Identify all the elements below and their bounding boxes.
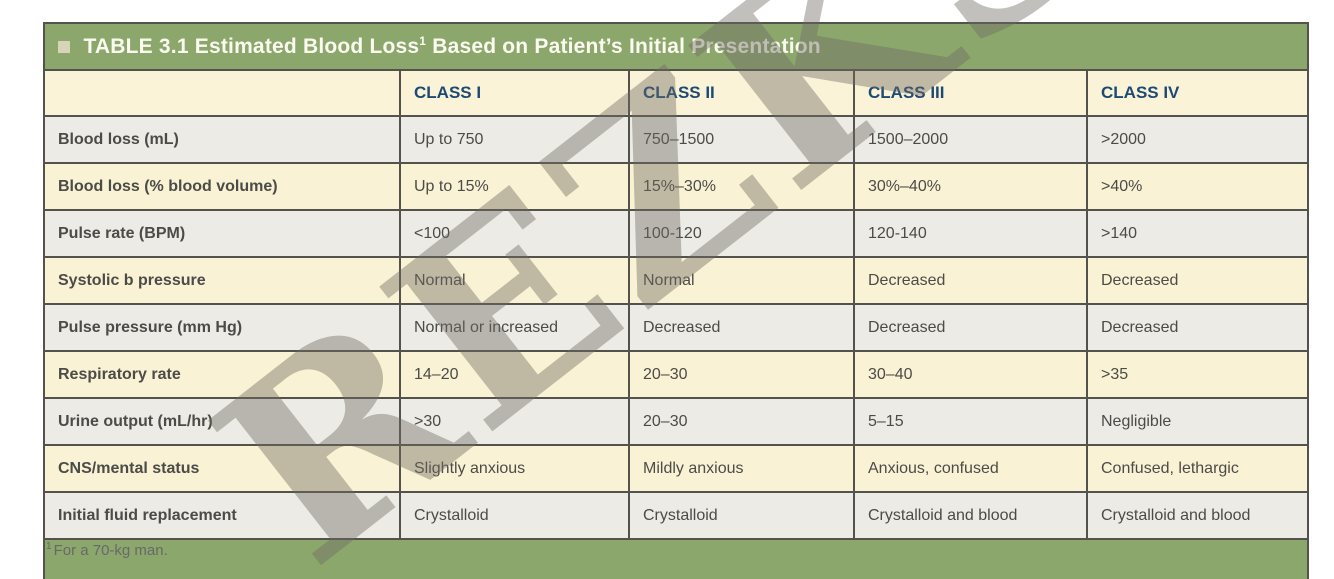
value-cell: Crystalloid and blood	[1085, 491, 1310, 540]
table-row: Blood loss (mL) Up to 750 750–1500 1500–…	[43, 115, 1310, 164]
header-cell-class-ii: CLASS II	[628, 69, 855, 117]
value-cell: 30%–40%	[853, 162, 1088, 211]
row-label-cell: Systolic b pressure	[43, 256, 401, 305]
value-cell: Crystalloid	[628, 491, 855, 540]
row-label-cell: Pulse rate (BPM)	[43, 209, 401, 258]
table-row: Blood loss (% blood volume) Up to 15% 15…	[43, 162, 1310, 211]
title-post: Based on Patient’s Initial Presentation	[432, 35, 821, 58]
value-cell: Mildly anxious	[628, 444, 855, 493]
table-row: Systolic b pressure Normal Normal Decrea…	[43, 256, 1310, 305]
table-row: Pulse pressure (mm Hg) Normal or increas…	[43, 303, 1310, 352]
value-cell: Up to 15%	[399, 162, 630, 211]
value-cell: 100-120	[628, 209, 855, 258]
value-cell: Decreased	[628, 303, 855, 352]
row-label-cell: Blood loss (mL)	[43, 115, 401, 164]
header-cell-empty	[43, 69, 401, 117]
row-label-cell: Pulse pressure (mm Hg)	[43, 303, 401, 352]
value-cell: Confused, lethargic	[1085, 444, 1310, 493]
table-row: Pulse rate (BPM) <100 100-120 120-140 >1…	[43, 209, 1310, 258]
value-cell: Decreased	[853, 303, 1088, 352]
value-cell: Up to 750	[399, 115, 630, 164]
title-pre: TABLE 3.1 Estimated Blood Loss	[83, 35, 420, 58]
footnote-text: For a 70-kg man.	[53, 542, 168, 559]
value-cell: Decreased	[1085, 303, 1310, 352]
value-cell: <100	[399, 209, 630, 258]
value-cell: Decreased	[853, 256, 1088, 305]
title-superscript: 1	[419, 34, 427, 48]
value-cell: Decreased	[1085, 256, 1310, 305]
value-cell: 14–20	[399, 350, 630, 399]
value-cell: Anxious, confused	[853, 444, 1088, 493]
value-cell: 20–30	[628, 350, 855, 399]
row-label-cell: CNS/mental status	[43, 444, 401, 493]
value-cell: Normal	[399, 256, 630, 305]
value-cell: 30–40	[853, 350, 1088, 399]
table-row: Initial fluid replacement Crystalloid Cr…	[43, 491, 1310, 540]
value-cell: Negligible	[1085, 397, 1310, 446]
header-cell-class-iv: CLASS IV	[1085, 69, 1310, 117]
table-title-bar: TABLE 3.1 Estimated Blood Loss1 Based on…	[42, 22, 1310, 71]
footnote-superscript: 1	[46, 541, 52, 552]
value-cell: >140	[1085, 209, 1310, 258]
value-cell: 20–30	[628, 397, 855, 446]
value-cell: Crystalloid and blood	[853, 491, 1088, 540]
blood-loss-table: TABLE 3.1 Estimated Blood Loss1 Based on…	[42, 22, 1310, 579]
value-cell: Slightly anxious	[399, 444, 630, 493]
value-cell: >30	[399, 397, 630, 446]
table-row: CNS/mental status Slightly anxious Mildl…	[43, 444, 1310, 493]
value-cell: Normal or increased	[399, 303, 630, 352]
title-bullet-square-icon	[58, 41, 70, 53]
row-label-cell: Blood loss (% blood volume)	[43, 162, 401, 211]
row-label-cell: Initial fluid replacement	[43, 491, 401, 540]
value-cell: >35	[1085, 350, 1310, 399]
row-label-cell: Urine output (mL/hr)	[43, 397, 401, 446]
value-cell: 1500–2000	[853, 115, 1088, 164]
table-bottom-bar	[42, 538, 1310, 579]
value-cell: >2000	[1085, 115, 1310, 164]
header-cell-class-i: CLASS I	[399, 69, 630, 117]
table-row: Respiratory rate 14–20 20–30 30–40 >35	[43, 350, 1310, 399]
value-cell: Normal	[628, 256, 855, 305]
value-cell: 5–15	[853, 397, 1088, 446]
value-cell: 750–1500	[628, 115, 855, 164]
value-cell: 15%–30%	[628, 162, 855, 211]
table-bottom-row	[42, 538, 1310, 579]
table-title: TABLE 3.1 Estimated Blood Loss1 Based on…	[83, 34, 821, 58]
value-cell: Crystalloid	[399, 491, 630, 540]
table-title-row: TABLE 3.1 Estimated Blood Loss1 Based on…	[42, 22, 1310, 71]
table-row: Urine output (mL/hr) >30 20–30 5–15 Negl…	[43, 397, 1310, 446]
column-header-row: CLASS I CLASS II CLASS III CLASS IV	[43, 69, 1310, 117]
header-cell-class-iii: CLASS III	[853, 69, 1088, 117]
footnote: 1 For a 70-kg man.	[46, 541, 168, 559]
value-cell: >40%	[1085, 162, 1310, 211]
value-cell: 120-140	[853, 209, 1088, 258]
row-label-cell: Respiratory rate	[43, 350, 401, 399]
